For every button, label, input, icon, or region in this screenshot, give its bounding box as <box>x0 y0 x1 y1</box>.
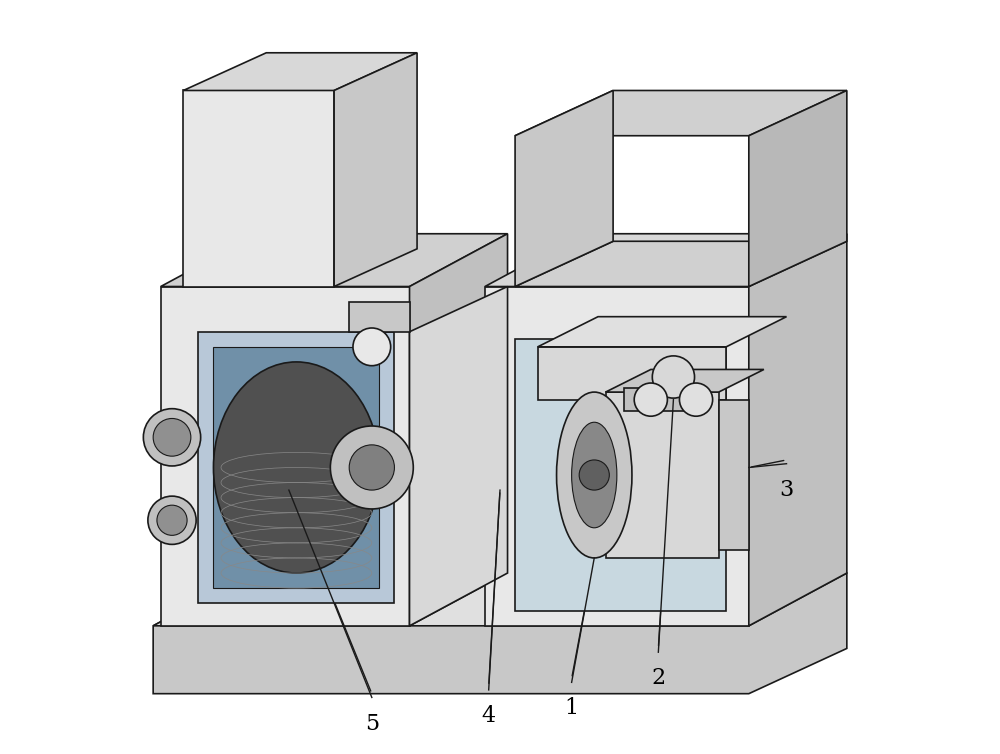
Polygon shape <box>161 287 410 626</box>
Polygon shape <box>161 234 508 287</box>
Circle shape <box>679 383 713 416</box>
Polygon shape <box>485 287 749 626</box>
Polygon shape <box>485 234 847 287</box>
Polygon shape <box>183 90 334 287</box>
Text: 5: 5 <box>365 713 379 734</box>
Polygon shape <box>538 347 726 400</box>
Bar <box>624 388 707 411</box>
Ellipse shape <box>572 422 617 528</box>
Circle shape <box>330 426 413 509</box>
Circle shape <box>634 383 667 416</box>
Polygon shape <box>515 339 726 611</box>
Polygon shape <box>515 90 613 287</box>
Polygon shape <box>606 369 764 392</box>
Bar <box>349 302 410 332</box>
Ellipse shape <box>557 392 632 558</box>
Polygon shape <box>198 332 394 603</box>
Bar <box>719 400 749 550</box>
Polygon shape <box>749 90 847 287</box>
Polygon shape <box>334 53 417 287</box>
Polygon shape <box>213 347 379 588</box>
Text: 3: 3 <box>779 479 794 501</box>
Polygon shape <box>410 234 508 626</box>
Polygon shape <box>153 573 847 694</box>
Text: 1: 1 <box>565 697 579 719</box>
Polygon shape <box>410 287 508 626</box>
Circle shape <box>157 505 187 535</box>
Polygon shape <box>749 234 847 626</box>
Polygon shape <box>515 241 847 287</box>
Circle shape <box>579 460 609 490</box>
Ellipse shape <box>213 362 379 573</box>
Circle shape <box>353 328 391 366</box>
Text: 2: 2 <box>651 667 665 689</box>
Polygon shape <box>606 392 719 558</box>
Circle shape <box>652 356 695 398</box>
Circle shape <box>148 496 196 544</box>
Circle shape <box>349 445 394 490</box>
Circle shape <box>153 418 191 456</box>
Circle shape <box>143 409 201 466</box>
Polygon shape <box>538 317 787 347</box>
Text: 4: 4 <box>482 705 496 727</box>
Polygon shape <box>153 573 847 626</box>
Polygon shape <box>183 53 417 90</box>
Polygon shape <box>515 90 847 136</box>
